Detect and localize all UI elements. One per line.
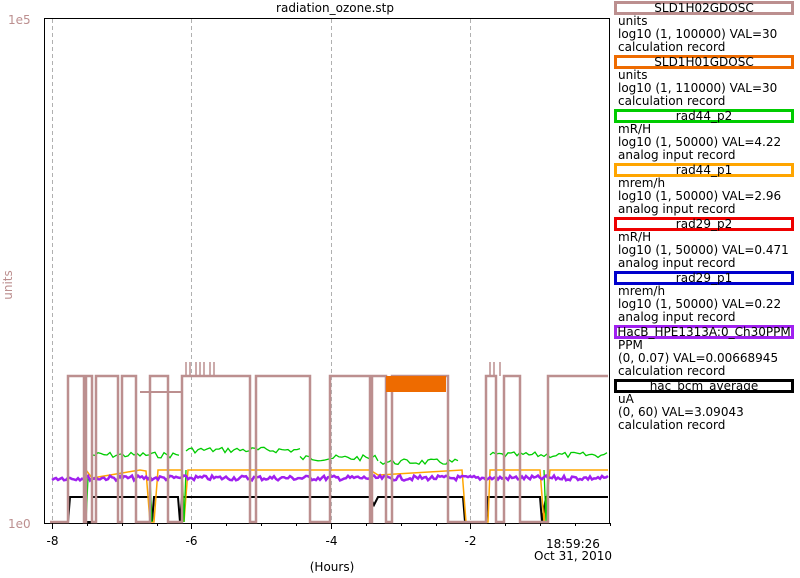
- legend-unit: mrem/h: [618, 176, 666, 190]
- legend-range: log10 (1, 50000) VAL=2.96: [618, 189, 782, 203]
- legend-unit: mR/H: [618, 122, 652, 136]
- legend-entry[interactable]: hac_bcm_average uA (0, 60) VAL=3.09043 c…: [612, 379, 800, 432]
- legend-record: calculation record: [618, 418, 726, 432]
- legend-series-name-box[interactable]: rad44_p2: [614, 109, 794, 123]
- series-rad44-p1: [85, 467, 608, 523]
- legend-entry[interactable]: rad44_p2 mR/H log10 (1, 50000) VAL=4.22 …: [612, 109, 800, 162]
- legend-entry[interactable]: rad29_p2 mR/H log10 (1, 50000) VAL=0.471…: [612, 217, 800, 270]
- legend-record: calculation record: [618, 364, 726, 378]
- legend-range: (0, 0.07) VAL=0.00668945: [618, 351, 779, 365]
- legend-record: analog input record: [618, 256, 736, 270]
- legend-series-name-box[interactable]: rad29_p2: [614, 217, 794, 231]
- legend-record: analog input record: [618, 148, 736, 162]
- legend: SLD1H02GDOSC units log10 (1, 100000) VAL…: [612, 0, 800, 432]
- legend-unit: mrem/h: [618, 284, 666, 298]
- legend-unit: units: [618, 14, 648, 28]
- legend-series-name-box[interactable]: hac_bcm_average: [614, 379, 794, 393]
- legend-range: log10 (1, 50000) VAL=4.22: [618, 135, 782, 149]
- legend-record: analog input record: [618, 202, 736, 216]
- series-sld1h02gdosc: [50, 374, 608, 524]
- legend-entry[interactable]: SLD1H01GDOSC units log10 (1, 110000) VAL…: [612, 55, 800, 108]
- series-rad44-p2-segment: [185, 446, 301, 454]
- legend-series-name: HacB_HPE1313A:0_Ch30PPM: [617, 325, 791, 339]
- chart-title: radiation_ozone.stp: [276, 1, 394, 15]
- x-tick-label: -8: [47, 534, 59, 548]
- legend-range: log10 (1, 100000) VAL=30: [618, 27, 778, 41]
- legend-entry[interactable]: SLD1H02GDOSC units log10 (1, 100000) VAL…: [612, 1, 800, 54]
- x-tick-label: -4: [326, 534, 338, 548]
- date-stamp: Oct 31, 2010: [534, 549, 612, 563]
- legend-entry[interactable]: HacB_HPE1313A:0_Ch30PPM PPM (0, 0.07) VA…: [612, 325, 800, 378]
- legend-unit: mR/H: [618, 230, 652, 244]
- legend-range: log10 (1, 50000) VAL=0.471: [618, 243, 789, 257]
- legend-series-name: SLD1H01GDOSC: [654, 55, 754, 69]
- legend-series-name: rad44_p2: [675, 109, 733, 123]
- y-top-label: 1e5: [8, 13, 31, 27]
- legend-record: analog input record: [618, 310, 736, 324]
- legend-unit: uA: [618, 392, 634, 406]
- legend-series-name-box[interactable]: HacB_HPE1313A:0_Ch30PPM: [614, 325, 794, 339]
- series-sld1h01gdosc-block: [386, 376, 446, 392]
- plot-area: [44, 18, 610, 524]
- legend-series-name: rad44_p1: [675, 163, 733, 177]
- legend-range: log10 (1, 110000) VAL=30: [618, 81, 778, 95]
- y-axis-label: units: [1, 270, 15, 300]
- legend-record: calculation record: [618, 94, 726, 108]
- series-sld1h02gdosc-spikes: [185, 362, 501, 376]
- legend-range: log10 (1, 50000) VAL=0.22: [618, 297, 782, 311]
- legend-range: (0, 60) VAL=3.09043: [618, 405, 744, 419]
- x-tick-label: -2: [465, 534, 477, 548]
- y-bottom-label: 1e0: [8, 517, 31, 531]
- legend-series-name: hac_bcm_average: [649, 379, 759, 393]
- grid: [52, 19, 471, 523]
- legend-series-name: rad29_p1: [675, 271, 733, 285]
- legend-series-name: SLD1H02GDOSC: [654, 1, 754, 15]
- x-axis-label: (Hours): [310, 560, 355, 574]
- legend-record: calculation record: [618, 40, 726, 54]
- x-ticks: -8 -6 -4 -2: [47, 523, 611, 548]
- legend-series-name-box[interactable]: rad44_p1: [614, 163, 794, 177]
- legend-entry[interactable]: rad29_p1 mrem/h log10 (1, 50000) VAL=0.2…: [612, 271, 800, 324]
- legend-entry[interactable]: rad44_p1 mrem/h log10 (1, 50000) VAL=2.9…: [612, 163, 800, 216]
- legend-series-name-box[interactable]: SLD1H01GDOSC: [614, 55, 794, 69]
- legend-unit: units: [618, 68, 648, 82]
- legend-series-name-box[interactable]: rad29_p1: [614, 271, 794, 285]
- series-lines: [50, 362, 609, 524]
- legend-unit: PPM: [618, 338, 643, 352]
- legend-series-name-box[interactable]: SLD1H02GDOSC: [614, 1, 794, 15]
- series-rad44-p2-segment: [299, 454, 379, 462]
- x-tick-label: -6: [186, 534, 198, 548]
- legend-series-name: rad29_p2: [675, 217, 733, 231]
- time-stamp: 18:59:26: [546, 537, 600, 551]
